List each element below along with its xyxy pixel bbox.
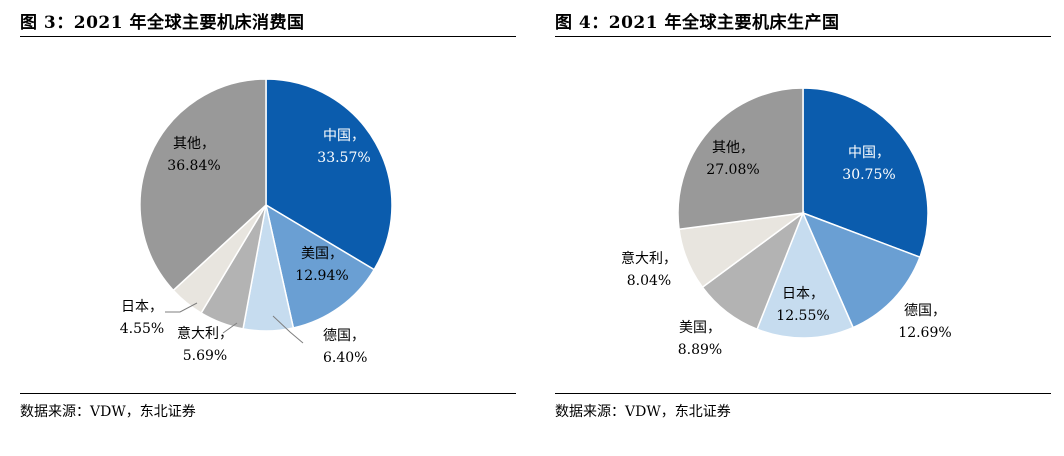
slice-value-label: 27.08% xyxy=(706,162,759,178)
slice-name-label: 其他， xyxy=(173,136,215,152)
pie-chart-production: 中国， 30.75% 德国， 12.69% 日本， 12.55% 美国， 8.89% 意大利， 8… xyxy=(621,87,952,358)
source-rule xyxy=(555,393,1051,394)
chart-panel-consumption: 图 3：2021 年全球主要机床消费国 中国， 33.57% 美国， 12.94% 德国… xyxy=(20,0,516,456)
leader-line xyxy=(272,315,304,344)
slice-name-label: 日本， xyxy=(121,299,163,315)
slice-value-label: 12.55% xyxy=(776,308,829,324)
slice-name-label: 中国， xyxy=(848,145,890,161)
figure-label: 图 3： xyxy=(20,13,74,33)
pie-chart-consumption: 中国， 33.57% 美国， 12.94% 德国， 6.40% 意大利， 5.69% 日本， 4.… xyxy=(120,78,393,366)
source-rule xyxy=(20,393,516,394)
leader-line xyxy=(165,302,198,313)
slice-name-label: 意大利， xyxy=(177,325,233,342)
slice-name-label: 意大利， xyxy=(621,250,677,267)
slice-value-label: 36.84% xyxy=(167,158,220,174)
figure-label: 图 4： xyxy=(555,13,609,33)
slice-value-label: 5.69% xyxy=(183,348,227,364)
slice-value-label: 33.57% xyxy=(317,150,370,166)
slice-value-label: 8.04% xyxy=(627,273,671,289)
figure-title: 2021 年全球主要机床生产国 xyxy=(608,13,840,33)
slice-name-label: 德国， xyxy=(904,303,946,319)
slice-name-label: 美国， xyxy=(679,320,721,336)
chart-panel-production: 图 4：2021 年全球主要机床生产国 中国， 30.75% 德国， 12.69% 日本… xyxy=(555,0,1051,456)
chart-title: 图 4：2021 年全球主要机床生产国 xyxy=(555,8,839,33)
slice-name-label: 德国， xyxy=(323,328,365,344)
slice-name-label: 日本， xyxy=(782,286,824,302)
title-rule xyxy=(20,36,516,37)
source-note: 数据来源：VDW，东北证券 xyxy=(555,404,731,420)
slice-name-label: 中国， xyxy=(323,128,365,144)
pie-slice xyxy=(677,87,804,231)
pie-slice xyxy=(264,203,376,329)
slice-name-label: 其他， xyxy=(712,140,754,156)
leader-line xyxy=(222,322,238,334)
slice-value-label: 30.75% xyxy=(842,167,895,183)
slice-name-label: 美国， xyxy=(301,246,343,262)
chart-title: 图 3：2021 年全球主要机床消费国 xyxy=(20,8,304,33)
slice-value-label: 4.55% xyxy=(120,321,164,337)
figure-title: 2021 年全球主要机床消费国 xyxy=(73,13,305,33)
slice-value-label: 6.40% xyxy=(323,350,367,366)
pie-slice xyxy=(756,211,855,339)
slice-value-label: 12.69% xyxy=(898,325,951,341)
pie-slice xyxy=(802,87,929,259)
pie-slice xyxy=(801,211,921,329)
slice-value-label: 12.94% xyxy=(295,268,348,284)
slice-value-label: 8.89% xyxy=(678,342,722,358)
title-rule xyxy=(555,36,1051,37)
pie-slice xyxy=(265,78,393,271)
pie-slice xyxy=(139,78,267,292)
source-note: 数据来源：VDW，东北证券 xyxy=(20,404,196,420)
